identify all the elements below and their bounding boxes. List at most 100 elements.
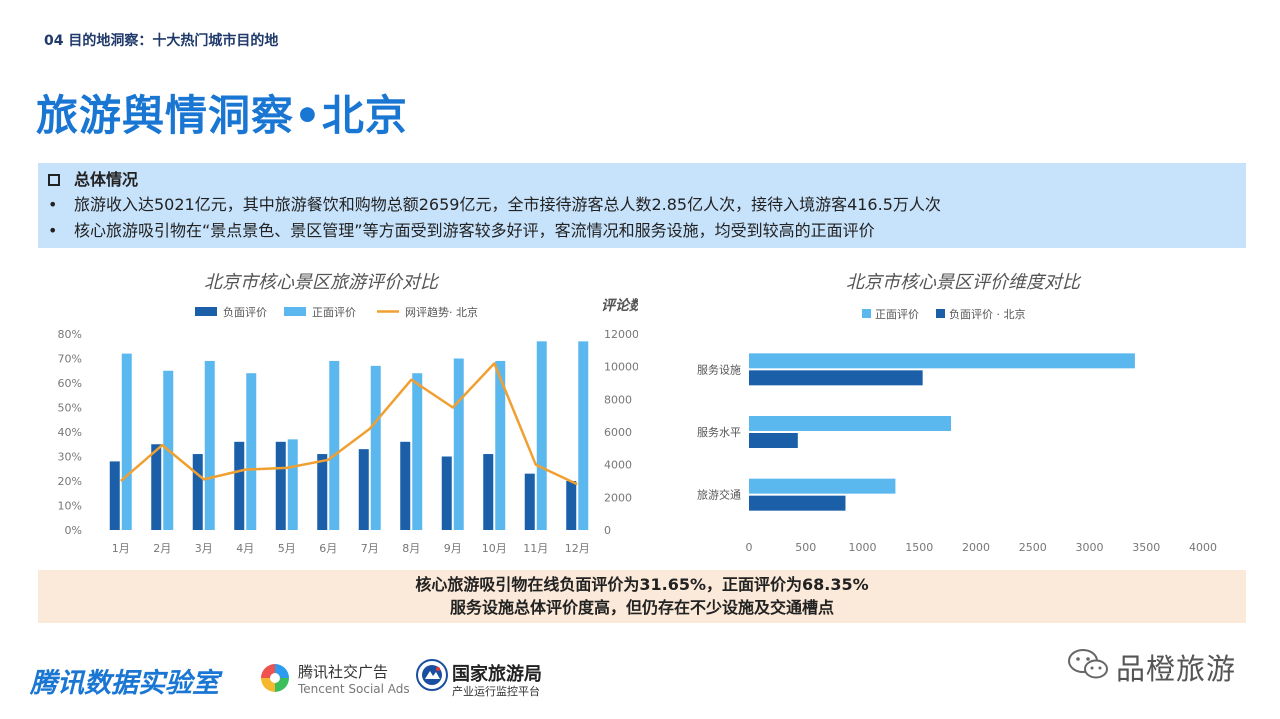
x-tick-label: 3月 [195, 542, 213, 555]
bullet-icon: • [48, 195, 58, 214]
bar-positive [749, 353, 1135, 369]
bar-negative [566, 481, 577, 530]
summary-line-2: 服务设施总体评价度高，但仍存在不少设施及交通槽点 [449, 598, 834, 617]
tencent-social-ads-logo-icon [261, 664, 289, 692]
overview-item-text: 核心旅游吸引物在“景点景色、景区管理”等方面受到游客较多好评，客流情况和服务设施… [74, 221, 875, 240]
monthly-review-chart: 负面评价 正面评价 网评趋势· 北京 0% 10% 20% 30% 40% 50% 60% 70% 8… [58, 297, 638, 555]
y-tick-label: 70% [58, 353, 82, 366]
bar-positive [246, 373, 257, 530]
x-tick-label: 9月 [444, 542, 462, 555]
y-tick-label: 50% [58, 402, 82, 415]
wechat-icon [1068, 649, 1108, 679]
legend-swatch [936, 309, 945, 318]
checkbox-bullet-icon [48, 174, 60, 186]
legend-label: 负面评价 · 北京 [949, 307, 1026, 321]
bar-positive [578, 341, 589, 530]
bar-positive [287, 439, 298, 530]
overview-panel: 总体情况 • 旅游收入达5021亿元，其中旅游餐饮和购物总额2659亿元，全市接待… [38, 163, 1246, 248]
x-tick-label: 5月 [278, 542, 296, 555]
x-tick-label: 2月 [153, 542, 171, 555]
bar-negative [317, 454, 328, 530]
bar-positive [204, 360, 215, 530]
legend-swatch [284, 307, 306, 316]
summary-line-1: 核心旅游吸引物在线负面评价为31.65%，正面评价为68.35% [415, 575, 869, 594]
legend-label: 正面评价 [875, 308, 919, 321]
bar-negative [524, 473, 535, 530]
watermark-text: 品橙旅游 [1116, 652, 1237, 686]
category-label: 旅游交通 [697, 488, 741, 502]
bar-negative [192, 454, 203, 530]
tencent-social-ads-sub: Tencent Social Ads [298, 682, 410, 696]
bar-negative [483, 454, 494, 530]
x-tick-label: 500 [795, 541, 816, 554]
bar-positive [329, 360, 340, 530]
bar-positive [536, 341, 547, 530]
category-label: 服务设施 [697, 363, 741, 376]
x-tick-label: 7月 [361, 542, 379, 555]
bar-negative [400, 441, 411, 530]
bar-positive [749, 416, 952, 431]
bar-negative [275, 441, 286, 530]
x-tick-label: 4000 [1189, 541, 1217, 554]
y2-tick-label: 10000 [604, 361, 638, 374]
national-tourism-sub: 产业运行监控平台 [452, 685, 540, 698]
bar-positive [412, 373, 423, 530]
x-tick-label: 3500 [1132, 541, 1160, 554]
bar-negative [234, 441, 245, 530]
legend-label: 负面评价 [223, 305, 267, 319]
x-tick-label: 1月 [112, 542, 130, 555]
y-tick-label: 20% [58, 475, 82, 488]
bar-positive [453, 358, 464, 530]
bar-negative [749, 495, 846, 511]
y2-tick-label: 0 [604, 524, 611, 537]
y2-axis-label: 评论数 [601, 297, 638, 314]
x-tick-label: 12月 [565, 542, 590, 555]
legend-swatch [862, 309, 871, 318]
trend-line [119, 362, 578, 486]
category-label: 服务水平 [697, 426, 741, 439]
overview-item-text: 旅游收入达5021亿元，其中旅游餐饮和购物总额2659亿元，全市接待游客总人数2… [74, 195, 941, 214]
x-tick-label: 0 [746, 541, 753, 554]
bullet-icon: • [48, 221, 58, 240]
x-tick-label: 10月 [482, 542, 507, 555]
x-tick-label: 6月 [319, 542, 337, 555]
x-tick-label: 2000 [962, 541, 990, 554]
section-label: 04 目的地洞察：十大热门城市目的地 [44, 33, 279, 49]
y2-tick-label: 2000 [604, 491, 632, 504]
bar-positive [749, 478, 896, 494]
tencent-data-lab-logo: 腾讯数据实验室 [30, 668, 219, 699]
national-tourism-name: 国家旅游局 [452, 664, 542, 685]
summary-panel: 核心旅游吸引物在线负面评价为31.65%，正面评价为68.35% 服务设施总体评… [38, 570, 1246, 623]
x-tick-label: 8月 [402, 542, 420, 555]
dimension-review-chart: 正面评价 负面评价 · 北京 0 500 1000 1500 2000 2500 3000 350… [697, 307, 1217, 554]
bar-positive [121, 353, 132, 530]
y-tick-label: 0% [65, 524, 82, 537]
y2-tick-label: 12000 [604, 328, 638, 341]
monthly-chart-title: 北京市核心景区旅游评价对比 [204, 272, 438, 293]
bar-negative [151, 444, 162, 530]
y-tick-label: 60% [58, 377, 82, 390]
page-title: 旅游舆情洞察•北京 [36, 91, 408, 140]
bar-positive [495, 360, 506, 530]
overview-item: • 核心旅游吸引物在“景点景色、景区管理”等方面受到游客较多好评，客流情况和服务设… [48, 218, 1236, 244]
bar-negative [441, 456, 452, 530]
bar-positive [370, 365, 381, 530]
x-tick-label: 4月 [236, 542, 254, 555]
overview-item: • 旅游收入达5021亿元，其中旅游餐饮和购物总额2659亿元，全市接待游客总人数… [48, 192, 1236, 218]
bar-negative [109, 461, 120, 530]
bar-negative [358, 449, 369, 530]
overview-heading-row: 总体情况 [48, 168, 1236, 192]
legend-label: 正面评价 [312, 306, 356, 319]
national-tourism-emblem-icon [416, 659, 448, 691]
y-tick-label: 30% [58, 451, 82, 464]
x-tick-label: 1000 [849, 541, 877, 554]
legend-label: 网评趋势· 北京 [405, 305, 478, 319]
y-tick-label: 40% [58, 426, 82, 439]
bar-negative [749, 433, 798, 448]
overview-heading: 总体情况 [74, 170, 139, 189]
x-tick-label: 2500 [1019, 541, 1047, 554]
y2-tick-label: 8000 [604, 393, 632, 406]
y-tick-label: 10% [58, 500, 82, 513]
bar-negative [749, 370, 923, 386]
y2-tick-label: 4000 [604, 459, 632, 472]
